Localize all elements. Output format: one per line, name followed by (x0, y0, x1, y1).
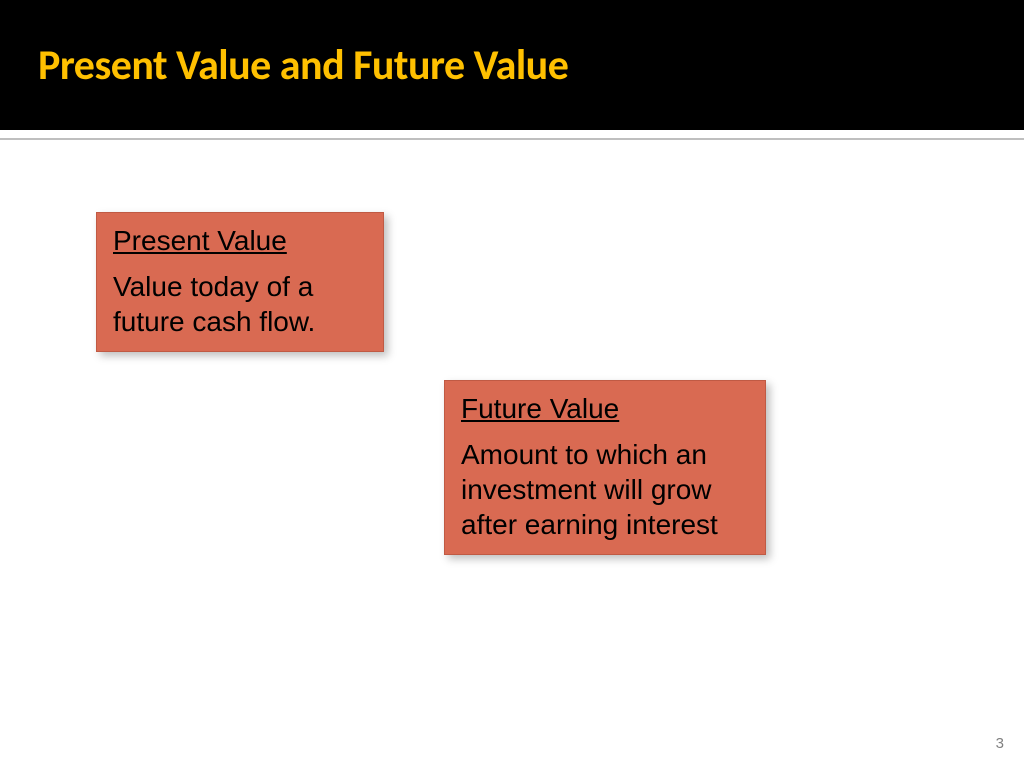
future-value-heading: Future Value (461, 393, 749, 425)
title-divider (0, 138, 1024, 140)
future-value-body: Amount to which an investment will grow … (461, 437, 749, 542)
future-value-box: Future Value Amount to which an investme… (444, 380, 766, 555)
present-value-heading: Present Value (113, 225, 367, 257)
present-value-box: Present Value Value today of a future ca… (96, 212, 384, 352)
page-number: 3 (996, 735, 1004, 752)
title-bar: Present Value and Future Value (0, 0, 1024, 130)
slide-title: Present Value and Future Value (38, 40, 568, 91)
present-value-body: Value today of a future cash flow. (113, 269, 367, 339)
